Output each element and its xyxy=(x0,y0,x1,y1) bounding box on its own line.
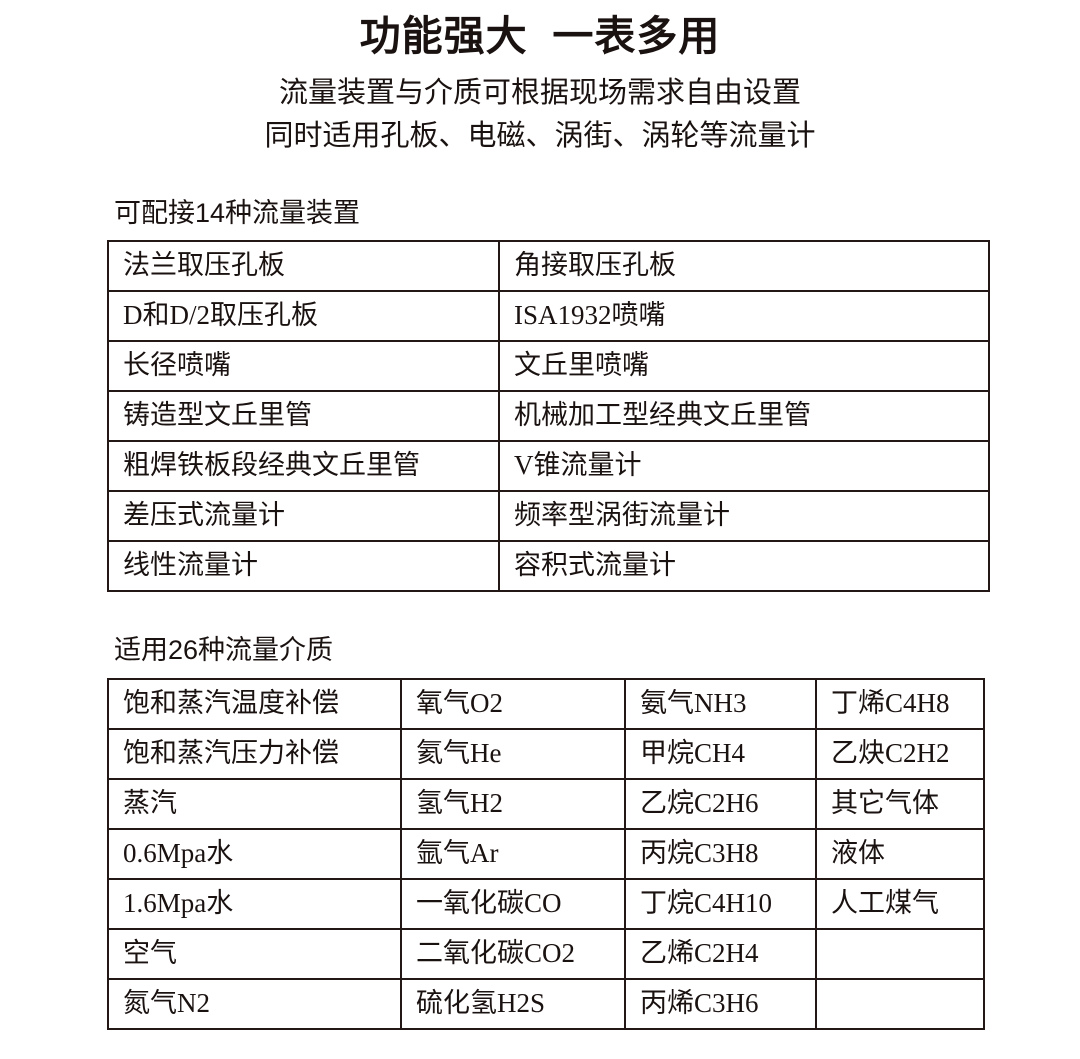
devices-section-heading: 可配接14种流量装置 xyxy=(114,198,361,228)
media-cell: 甲烷CH4 xyxy=(624,728,817,780)
media-cell: 丙烯C3H6 xyxy=(624,978,817,1030)
device-cell: 机械加工型经典文丘里管 xyxy=(498,390,990,442)
media-cell: 丙烷C3H8 xyxy=(624,828,817,880)
media-cell-empty xyxy=(815,978,985,1030)
table-row: 空气 二氧化碳CO2 乙烯C2H4 xyxy=(107,928,985,980)
media-cell: 二氧化碳CO2 xyxy=(400,928,626,980)
media-cell: 氨气NH3 xyxy=(624,678,817,730)
table-row: 法兰取压孔板 角接取压孔板 xyxy=(107,240,990,292)
flow-devices-table-body: 法兰取压孔板 角接取压孔板 D和D/2取压孔板 ISA1932喷嘴 长径喷嘴 文… xyxy=(107,240,990,592)
media-cell: 蒸汽 xyxy=(107,778,402,830)
device-cell: 法兰取压孔板 xyxy=(107,240,500,292)
device-cell: 线性流量计 xyxy=(107,540,500,592)
page-subtitle-line-2: 同时适用孔板、电磁、涡街、涡轮等流量计 xyxy=(264,120,816,152)
media-cell: 饱和蒸汽压力补偿 xyxy=(107,728,402,780)
device-cell: 角接取压孔板 xyxy=(498,240,990,292)
flow-media-table-body: 饱和蒸汽温度补偿 氧气O2 氨气NH3 丁烯C4H8 饱和蒸汽压力补偿 氦气He… xyxy=(107,678,985,1030)
media-cell: 饱和蒸汽温度补偿 xyxy=(107,678,402,730)
device-cell: 铸造型文丘里管 xyxy=(107,390,500,442)
media-cell: 乙烯C2H4 xyxy=(624,928,817,980)
device-cell: ISA1932喷嘴 xyxy=(498,290,990,342)
device-cell: 文丘里喷嘴 xyxy=(498,340,990,392)
media-cell: 丁烷C4H10 xyxy=(624,878,817,930)
media-cell: 氩气Ar xyxy=(400,828,626,880)
media-cell-empty xyxy=(815,928,985,980)
media-cell: 氮气N2 xyxy=(107,978,402,1030)
table-row: 氮气N2 硫化氢H2S 丙烯C3H6 xyxy=(107,978,985,1030)
page-title: 功能强大 一表多用 xyxy=(359,13,721,59)
media-cell: 其它气体 xyxy=(815,778,985,830)
media-cell: 液体 xyxy=(815,828,985,880)
table-row: 差压式流量计 频率型涡街流量计 xyxy=(107,490,990,542)
table-row: 饱和蒸汽温度补偿 氧气O2 氨气NH3 丁烯C4H8 xyxy=(107,678,985,730)
flow-devices-table: 法兰取压孔板 角接取压孔板 D和D/2取压孔板 ISA1932喷嘴 长径喷嘴 文… xyxy=(107,240,990,592)
media-cell: 氢气H2 xyxy=(400,778,626,830)
media-cell: 氧气O2 xyxy=(400,678,626,730)
media-cell: 乙炔C2H2 xyxy=(815,728,985,780)
table-row: 1.6Mpa水 一氧化碳CO 丁烷C4H10 人工煤气 xyxy=(107,878,985,930)
device-cell: D和D/2取压孔板 xyxy=(107,290,500,342)
media-cell: 一氧化碳CO xyxy=(400,878,626,930)
media-cell: 氦气He xyxy=(400,728,626,780)
media-cell: 空气 xyxy=(107,928,402,980)
media-cell: 乙烷C2H6 xyxy=(624,778,817,830)
media-cell: 0.6Mpa水 xyxy=(107,828,402,880)
media-section-heading: 适用26种流量介质 xyxy=(114,635,334,665)
media-cell: 1.6Mpa水 xyxy=(107,878,402,930)
media-cell: 丁烯C4H8 xyxy=(815,678,985,730)
table-row: 饱和蒸汽压力补偿 氦气He 甲烷CH4 乙炔C2H2 xyxy=(107,728,985,780)
table-row: 蒸汽 氢气H2 乙烷C2H6 其它气体 xyxy=(107,778,985,830)
table-row: 长径喷嘴 文丘里喷嘴 xyxy=(107,340,990,392)
device-cell: 粗焊铁板段经典文丘里管 xyxy=(107,440,500,492)
media-cell: 硫化氢H2S xyxy=(400,978,626,1030)
header-block: 功能强大 一表多用 流量装置与介质可根据现场需求自由设置 同时适用孔板、电磁、涡… xyxy=(0,0,1080,157)
device-cell: 长径喷嘴 xyxy=(107,340,500,392)
table-row: D和D/2取压孔板 ISA1932喷嘴 xyxy=(107,290,990,342)
table-row: 0.6Mpa水 氩气Ar 丙烷C3H8 液体 xyxy=(107,828,985,880)
table-row: 线性流量计 容积式流量计 xyxy=(107,540,990,592)
table-row: 铸造型文丘里管 机械加工型经典文丘里管 xyxy=(107,390,990,442)
table-row: 粗焊铁板段经典文丘里管 V锥流量计 xyxy=(107,440,990,492)
media-cell: 人工煤气 xyxy=(815,878,985,930)
device-cell: 差压式流量计 xyxy=(107,490,500,542)
device-cell: 频率型涡街流量计 xyxy=(498,490,990,542)
page-subtitle-line-1: 流量装置与介质可根据现场需求自由设置 xyxy=(278,77,801,109)
flow-media-table: 饱和蒸汽温度补偿 氧气O2 氨气NH3 丁烯C4H8 饱和蒸汽压力补偿 氦气He… xyxy=(107,678,985,1030)
device-cell: 容积式流量计 xyxy=(498,540,990,592)
device-cell: V锥流量计 xyxy=(498,440,990,492)
